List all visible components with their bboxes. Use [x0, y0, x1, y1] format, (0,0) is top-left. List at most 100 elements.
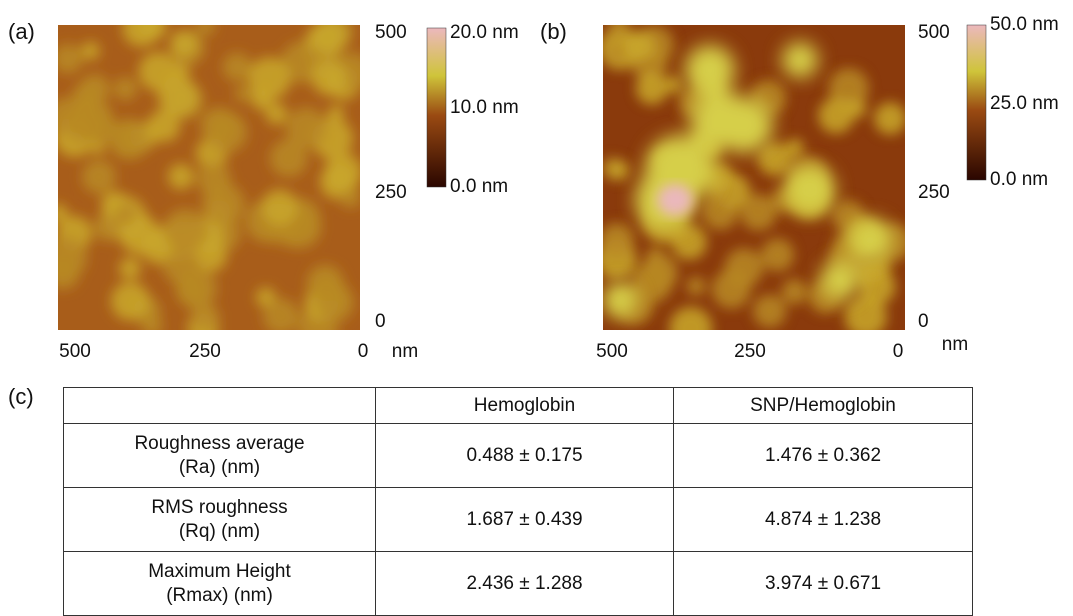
afm-grain	[640, 254, 678, 292]
table-cell: 0.488 ± 0.175	[376, 424, 674, 488]
afm-grain	[609, 16, 629, 36]
afm-grain	[782, 279, 807, 304]
colorbar-label: 25.0 nm	[990, 93, 1059, 114]
x-tick-label: 0	[893, 341, 904, 362]
afm-peak	[602, 282, 638, 318]
afm-grain	[223, 53, 252, 82]
colorbar-label: 0.0 nm	[990, 169, 1048, 190]
x-tick-label: 500	[59, 341, 91, 362]
afm-image	[44, 10, 371, 349]
afm-grain	[262, 189, 298, 225]
row-label-line: Maximum Height	[64, 560, 375, 584]
y-tick-label: 250	[375, 182, 407, 203]
afm-peak-top	[657, 184, 693, 216]
panel-label: (c)	[8, 384, 34, 409]
afm-grain	[141, 315, 163, 337]
afm-grain	[46, 256, 80, 290]
afm-grain	[263, 298, 299, 334]
roughness-table: Hemoglobin SNP/Hemoglobin Roughness aver…	[63, 387, 973, 616]
afm-peak	[785, 165, 835, 215]
afm-grain	[609, 160, 629, 180]
header-cell: SNP/Hemoglobin	[674, 388, 973, 424]
afm-grain	[844, 296, 886, 338]
table-cell: 4.874 ± 1.238	[674, 488, 973, 552]
colorbar-label: 0.0 nm	[450, 176, 508, 197]
afm-grain	[139, 12, 167, 40]
empty-cell	[64, 388, 376, 424]
y-tick-label: 500	[918, 22, 950, 43]
panel-label: (a)	[8, 19, 35, 44]
afm-grain	[164, 209, 208, 253]
row-label: Maximum Height(Rmax) (nm)	[64, 552, 376, 616]
afm-grain	[599, 223, 634, 258]
afm-grain	[248, 57, 291, 100]
row-label: Roughness average(Ra) (nm)	[64, 424, 376, 488]
afm-grain	[235, 85, 252, 102]
afm-peak	[717, 97, 773, 153]
colorbar	[427, 28, 446, 187]
afm-grain	[53, 44, 83, 74]
afm-grain	[740, 194, 777, 231]
afm-grain	[114, 203, 137, 226]
table-cell: 1.476 ± 0.362	[674, 424, 973, 488]
row-label-line: (Rmax) (nm)	[64, 584, 375, 608]
afm-grain	[111, 282, 150, 321]
afm-peak	[848, 218, 892, 262]
table-cell: 1.687 ± 0.439	[376, 488, 674, 552]
afm-grain	[191, 303, 219, 331]
y-tick-label: 0	[918, 311, 929, 332]
afm-grain	[725, 248, 764, 287]
panel-label: (b)	[540, 19, 567, 44]
colorbar-label: 20.0 nm	[450, 22, 519, 43]
afm-grain	[114, 77, 137, 100]
afm-grain	[286, 108, 327, 149]
table-cell: 3.974 ± 0.671	[674, 552, 973, 616]
afm-grain	[686, 277, 705, 296]
y-tick-label: 0	[375, 311, 386, 332]
afm-grain	[168, 164, 194, 190]
x-tick-label: 250	[189, 341, 221, 362]
afm-grain	[119, 258, 141, 280]
afm-grain	[158, 76, 199, 117]
x-tick-label: 250	[734, 341, 766, 362]
table-cell: 2.436 ± 1.288	[376, 552, 674, 616]
afm-grain	[672, 225, 707, 260]
afm-grain	[669, 307, 712, 350]
y-tick-label: 250	[918, 182, 950, 203]
row-label-line: (Ra) (nm)	[64, 456, 375, 480]
afm-grain	[311, 18, 347, 54]
afm-grain	[753, 295, 786, 328]
afm-grain	[82, 42, 100, 60]
afm-peak	[820, 260, 860, 300]
row-label-line: RMS roughness	[64, 496, 375, 520]
afm-grain	[758, 142, 792, 176]
page: (a)50025005002500nm20.0 nm10.0 nm0.0 nm(…	[0, 0, 1073, 608]
table-row: Roughness average(Ra) (nm)0.488 ± 0.1751…	[64, 424, 973, 488]
afm-grain	[818, 98, 854, 134]
afm-grain	[202, 183, 245, 226]
afm-grain	[170, 30, 197, 57]
x-unit: nm	[942, 334, 968, 355]
afm-grain	[49, 204, 67, 222]
row-label: RMS roughness(Rq) (nm)	[64, 488, 376, 552]
afm-grain	[206, 112, 247, 153]
afm-grain	[82, 160, 116, 194]
afm-grain	[163, 249, 198, 284]
afm-grain	[761, 238, 794, 271]
x-tick-label: 500	[596, 341, 628, 362]
colorbar-label: 50.0 nm	[990, 14, 1059, 35]
afm-grain	[608, 45, 626, 63]
afm-grain	[636, 73, 668, 105]
afm-grain	[874, 102, 906, 134]
afm-grain	[311, 60, 346, 95]
row-label-line: (Rq) (nm)	[64, 520, 375, 544]
x-unit: nm	[392, 341, 418, 362]
afm-grain	[847, 99, 866, 118]
afm-peak	[782, 42, 818, 78]
afm-grain	[307, 265, 343, 301]
y-tick-label: 500	[375, 22, 407, 43]
afm-peak	[685, 45, 735, 95]
afm-grain	[78, 108, 115, 145]
